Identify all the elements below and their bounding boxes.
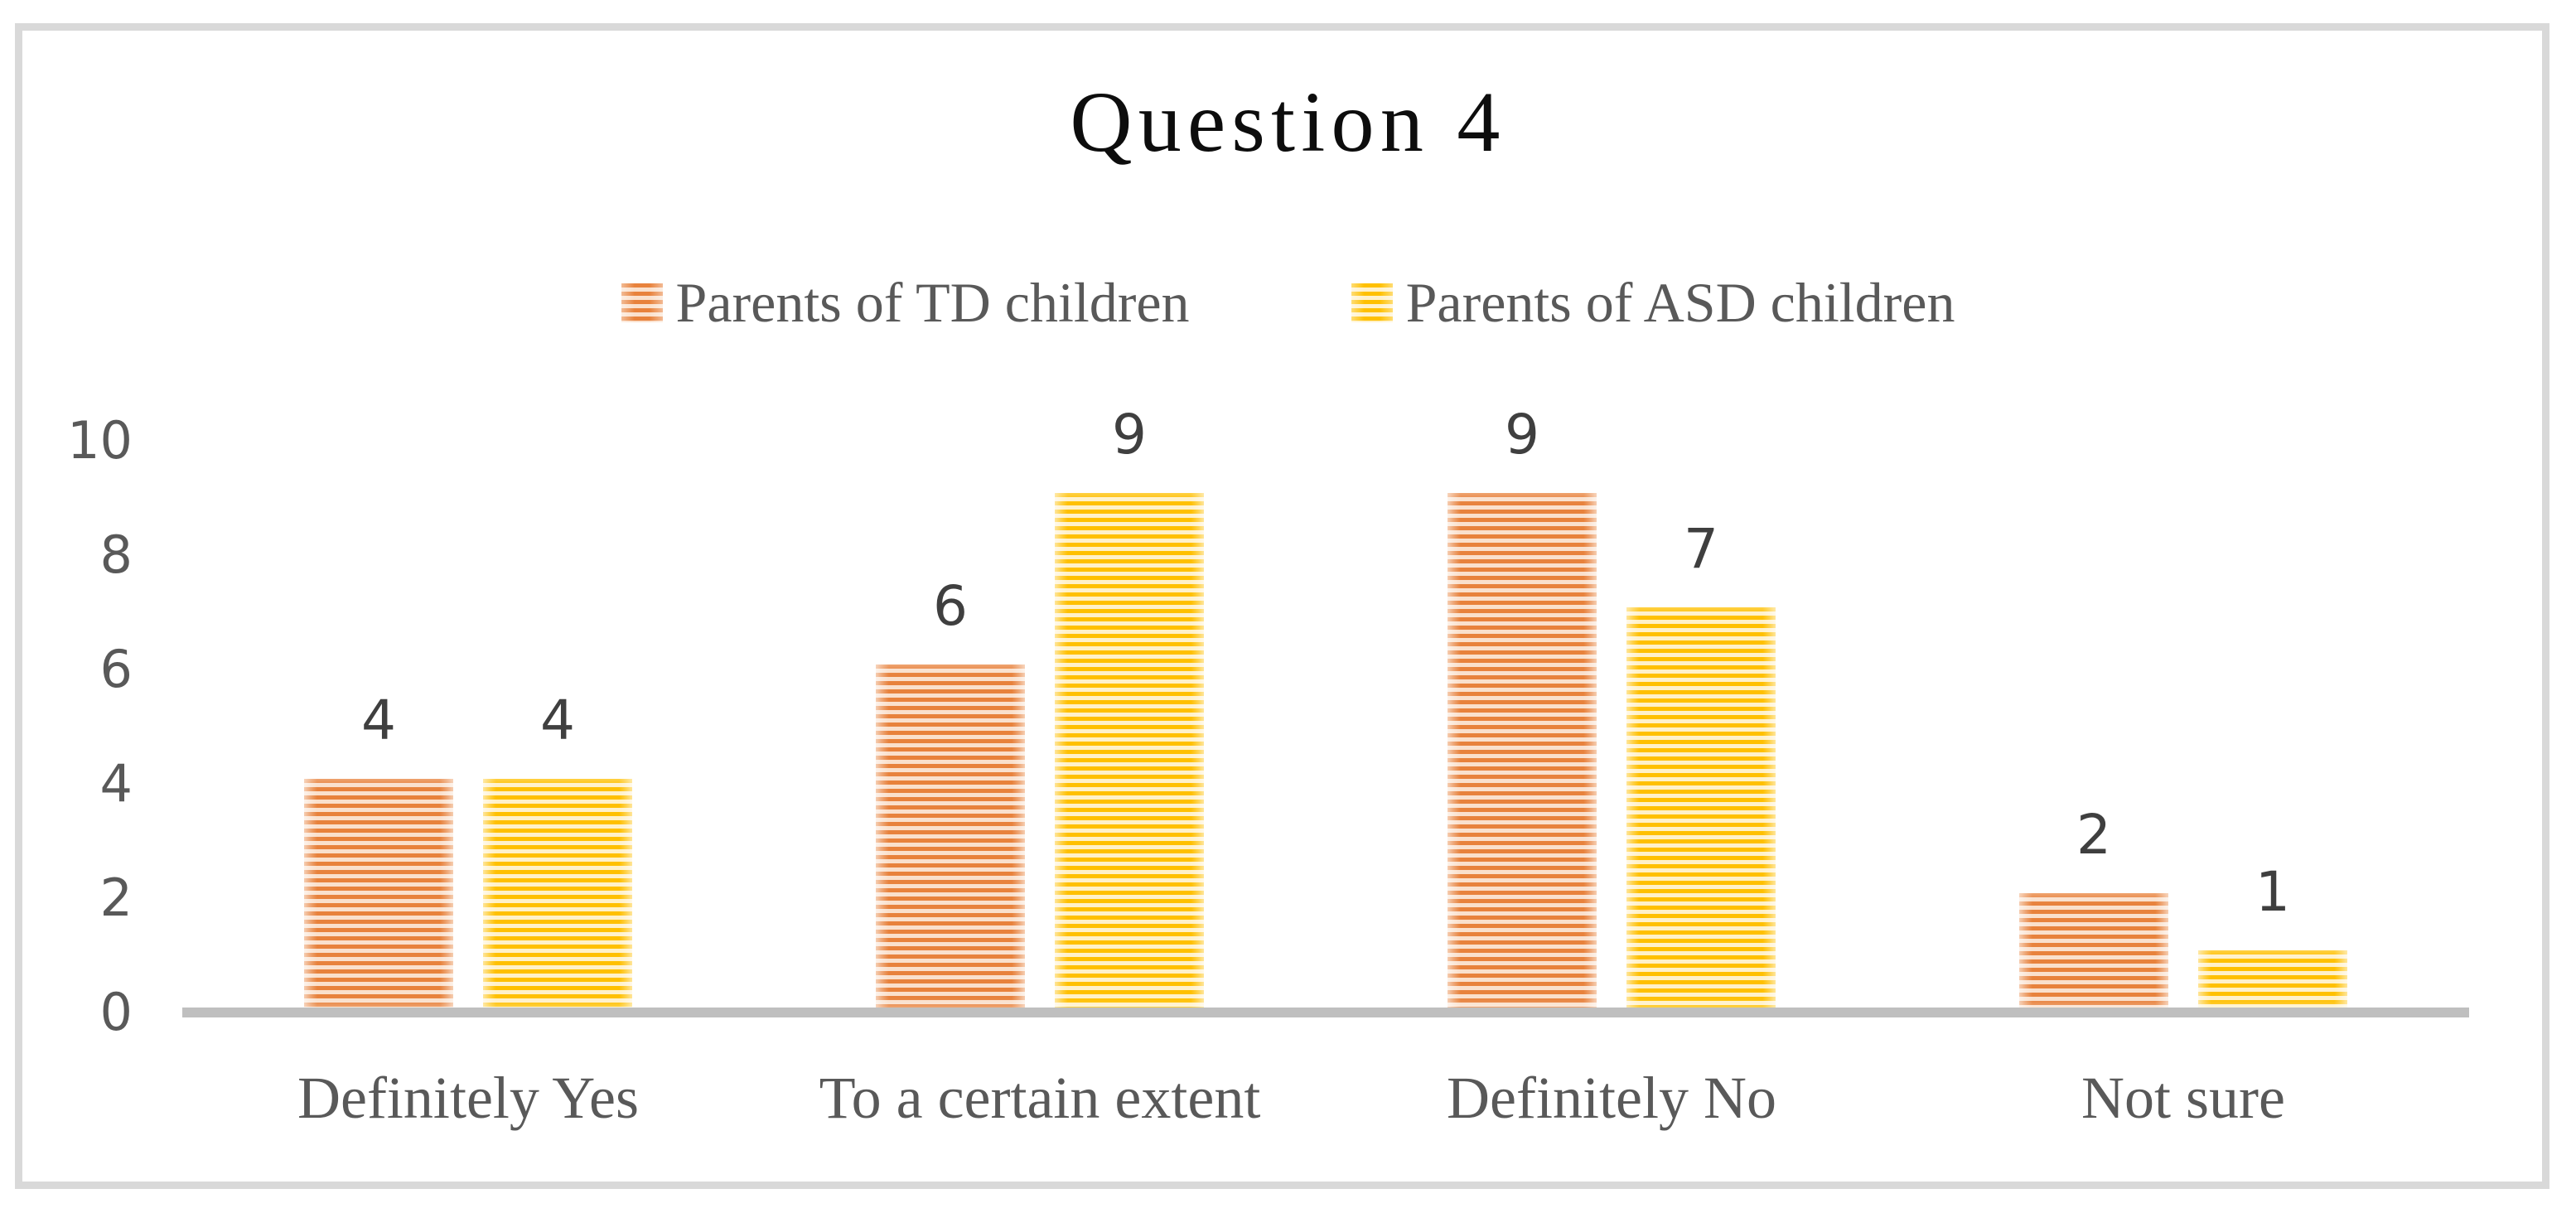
x-axis-line [182, 1008, 2469, 1017]
y-axis-tick-label: 8 [99, 524, 133, 585]
legend-item: Parents of ASD children [1351, 270, 1955, 336]
y-axis-tick-label: 0 [99, 982, 133, 1042]
legend-item: Parents of TD children [621, 270, 1190, 336]
bar-asd-definitely-no [1626, 607, 1776, 1008]
x-axis-category-label: Definitely Yes [297, 1065, 639, 1131]
bar-asd-definitely-yes [483, 779, 632, 1008]
bar-asd-to-a-certain-extent [1055, 493, 1204, 1008]
bar-value-label: 4 [361, 689, 396, 752]
legend-label: Parents of ASD children [1405, 271, 1955, 334]
bar-value-label: 7 [1684, 517, 1718, 581]
bar-value-label: 4 [540, 689, 575, 752]
y-axis-tick-label: 6 [99, 639, 133, 699]
x-axis-category-label: Not sure [2081, 1065, 2285, 1131]
bar-value-label: 1 [2255, 860, 2290, 924]
chart-title: Question 4 [1070, 75, 1506, 170]
y-axis-tick-label: 4 [99, 753, 133, 814]
bar-td-definitely-no [1447, 493, 1597, 1008]
bar-value-label: 6 [933, 574, 968, 638]
x-axis-category-label: To a certain extent [819, 1065, 1261, 1131]
bar-td-not-sure [2019, 893, 2168, 1008]
legend-swatch-icon [1351, 283, 1393, 322]
y-axis-tick-label: 10 [67, 410, 133, 471]
x-axis-category-label: Definitely No [1447, 1065, 1776, 1131]
bar-asd-not-sure [2198, 950, 2347, 1008]
legend-swatch-icon [621, 283, 663, 322]
bar-td-definitely-yes [304, 779, 453, 1008]
y-axis-tick-label: 2 [99, 867, 133, 928]
bar-value-label: 9 [1112, 403, 1147, 466]
bar-value-label: 9 [1505, 403, 1539, 466]
legend: Parents of TD children Parents of ASD chi… [0, 270, 2576, 336]
legend-label: Parents of TD children [675, 271, 1190, 334]
bar-td-to-a-certain-extent [876, 664, 1025, 1008]
bar-value-label: 2 [2076, 803, 2111, 867]
